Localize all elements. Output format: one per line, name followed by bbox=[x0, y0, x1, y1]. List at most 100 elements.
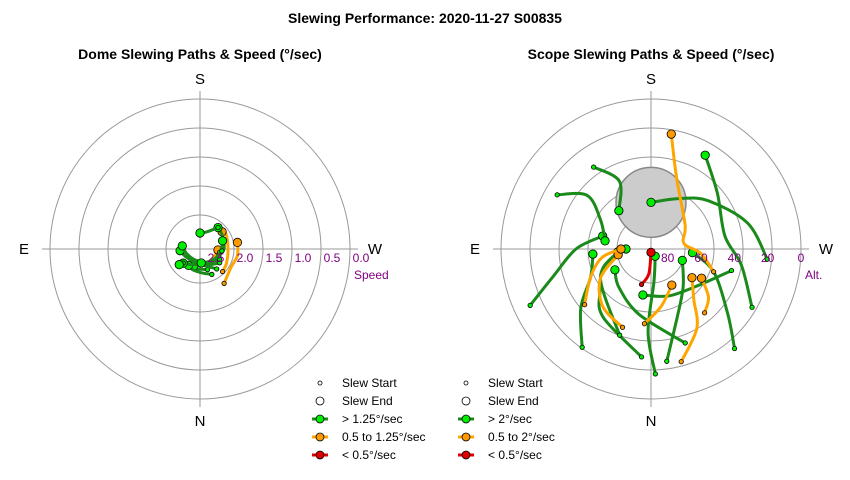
slew-path-5 bbox=[691, 251, 737, 351]
legend-end-marker bbox=[461, 396, 471, 406]
radial-tick-label-1: 2.0 bbox=[237, 251, 254, 265]
radial-tick-label-4: 0.5 bbox=[324, 251, 341, 265]
slew-start-marker-6 bbox=[749, 304, 755, 310]
slew-end-marker-8 bbox=[600, 236, 610, 246]
legend-label-end: Slew End bbox=[488, 394, 539, 408]
direction-label-right: W bbox=[368, 241, 383, 258]
radial-tick-label-2: 1.5 bbox=[266, 251, 283, 265]
dome-legend: Slew Start Slew End > 1.25°/sec 0.5 to 1.25… bbox=[312, 376, 426, 462]
slew-path-18 bbox=[583, 247, 623, 307]
slew-start-marker-14 bbox=[641, 321, 648, 327]
slew-start-marker-4 bbox=[527, 302, 533, 308]
legend-label-fast: > 1.25°/sec bbox=[342, 412, 403, 426]
slew-end-marker-9 bbox=[614, 206, 624, 216]
slew-start-marker-1 bbox=[664, 358, 670, 364]
slew-end-marker-2 bbox=[232, 237, 243, 248]
legend-label-end: Slew End bbox=[342, 394, 393, 408]
slew-start-marker-17 bbox=[701, 310, 708, 316]
radial-axis-label: Alt. bbox=[805, 268, 822, 282]
figure-title: Slewing Performance: 2020-11-27 S00835 bbox=[288, 10, 562, 26]
slew-start-marker-15 bbox=[619, 324, 626, 330]
direction-label-left: E bbox=[470, 241, 480, 258]
radial-axis-label: Speed bbox=[354, 268, 389, 282]
legend-label-slow: < 0.5°/sec bbox=[488, 448, 542, 462]
slew-end-marker-12 bbox=[638, 290, 648, 300]
slew-start-marker-11 bbox=[219, 248, 225, 254]
slew-path-6 bbox=[703, 153, 754, 309]
slew-path-8 bbox=[555, 191, 607, 243]
slew-path-0 bbox=[646, 254, 657, 376]
radial-tick-label-1: 60 bbox=[694, 251, 708, 265]
slew-start-marker-5 bbox=[731, 345, 738, 352]
legend-label-start: Slew Start bbox=[488, 376, 543, 390]
slew-start-marker-19 bbox=[638, 281, 645, 288]
slew-start-marker-9 bbox=[591, 164, 597, 170]
slew-end-marker-14 bbox=[667, 280, 677, 290]
radial-tick-label-3: 20 bbox=[761, 251, 775, 265]
legend-marker-slow bbox=[461, 450, 471, 460]
slew-start-marker-13 bbox=[678, 359, 684, 365]
slew-path-7 bbox=[649, 196, 769, 261]
direction-label-right: W bbox=[819, 241, 834, 258]
legend-label-start: Slew Start bbox=[342, 376, 397, 390]
radial-tick-label-0: 80 bbox=[661, 251, 675, 265]
slew-path-17 bbox=[700, 276, 711, 315]
legend-label-fast: > 2°/sec bbox=[488, 412, 532, 426]
legend-marker-medium bbox=[315, 432, 325, 442]
slew-end-marker-7 bbox=[646, 197, 656, 207]
slew-start-marker-18 bbox=[582, 302, 588, 308]
legend-marker-fast bbox=[461, 414, 471, 424]
slew-path-3 bbox=[578, 252, 595, 349]
slew-end-marker-19 bbox=[646, 247, 656, 257]
dome-chart-title: Dome Slewing Paths & Speed (°/sec) bbox=[78, 46, 322, 62]
scope-polar-chart: Scope Slewing Paths & Speed (°/sec) S W N E… bbox=[470, 46, 834, 430]
slew-path-15 bbox=[597, 253, 624, 329]
legend-label-medium: 0.5 to 2°/sec bbox=[488, 430, 555, 444]
slew-path-2 bbox=[222, 240, 240, 285]
legend-marker-fast bbox=[315, 414, 325, 424]
slew-end-marker-6 bbox=[700, 150, 710, 160]
radial-tick-label-4: 0 bbox=[798, 251, 805, 265]
legend-start-marker bbox=[463, 380, 469, 386]
legend-start-marker bbox=[317, 380, 323, 386]
direction-label-top: S bbox=[195, 71, 205, 88]
slew-start-marker-7 bbox=[764, 256, 770, 262]
slew-end-marker-11 bbox=[610, 265, 620, 275]
slew-end-marker-1 bbox=[677, 255, 687, 266]
direction-label-left: E bbox=[19, 241, 29, 258]
slew-start-marker-4 bbox=[209, 271, 215, 277]
slew-end-marker-9 bbox=[217, 236, 228, 246]
slew-path-6 bbox=[178, 249, 222, 267]
slew-end-marker-18 bbox=[616, 244, 626, 254]
radial-tick-label-3: 1.0 bbox=[295, 251, 312, 265]
slew-start-marker-8 bbox=[554, 192, 560, 198]
radial-tick-label-5: 0.0 bbox=[353, 251, 370, 265]
slew-path-11 bbox=[613, 268, 687, 345]
slew-path-14 bbox=[643, 283, 674, 326]
slew-end-marker-12 bbox=[174, 260, 184, 270]
legend-marker-slow bbox=[315, 450, 325, 460]
direction-label-bottom: N bbox=[195, 413, 206, 430]
slew-end-marker-17 bbox=[696, 273, 707, 283]
slew-end-marker-13 bbox=[687, 273, 697, 283]
radial-tick-label-2: 40 bbox=[728, 251, 742, 265]
slew-path-1 bbox=[665, 258, 685, 363]
slew-end-marker-11 bbox=[196, 258, 206, 268]
slew-path-9 bbox=[592, 165, 623, 213]
direction-label-bottom: N bbox=[646, 413, 657, 430]
legend-label-medium: 0.5 to 1.25°/sec bbox=[342, 430, 426, 444]
slew-end-marker-10 bbox=[195, 228, 205, 238]
slew-start-marker-0 bbox=[652, 371, 658, 377]
slew-path-12 bbox=[641, 269, 733, 298]
slew-path-4 bbox=[528, 234, 605, 307]
slew-start-marker-11 bbox=[682, 340, 688, 346]
slew-start-marker-1 bbox=[220, 269, 226, 275]
slew-start-marker-10 bbox=[617, 332, 623, 338]
scope-legend: Slew Start Slew End > 2°/sec 0.5 to 2°/sec <… bbox=[458, 376, 555, 462]
slew-start-marker-2 bbox=[221, 280, 227, 287]
slew-start-marker-10 bbox=[215, 224, 221, 231]
slew-start-marker-2 bbox=[638, 354, 645, 360]
slew-path-13 bbox=[679, 276, 699, 364]
dome-polar-chart: Dome Slewing Paths & Speed (°/sec) S W N E 2… bbox=[19, 46, 389, 430]
